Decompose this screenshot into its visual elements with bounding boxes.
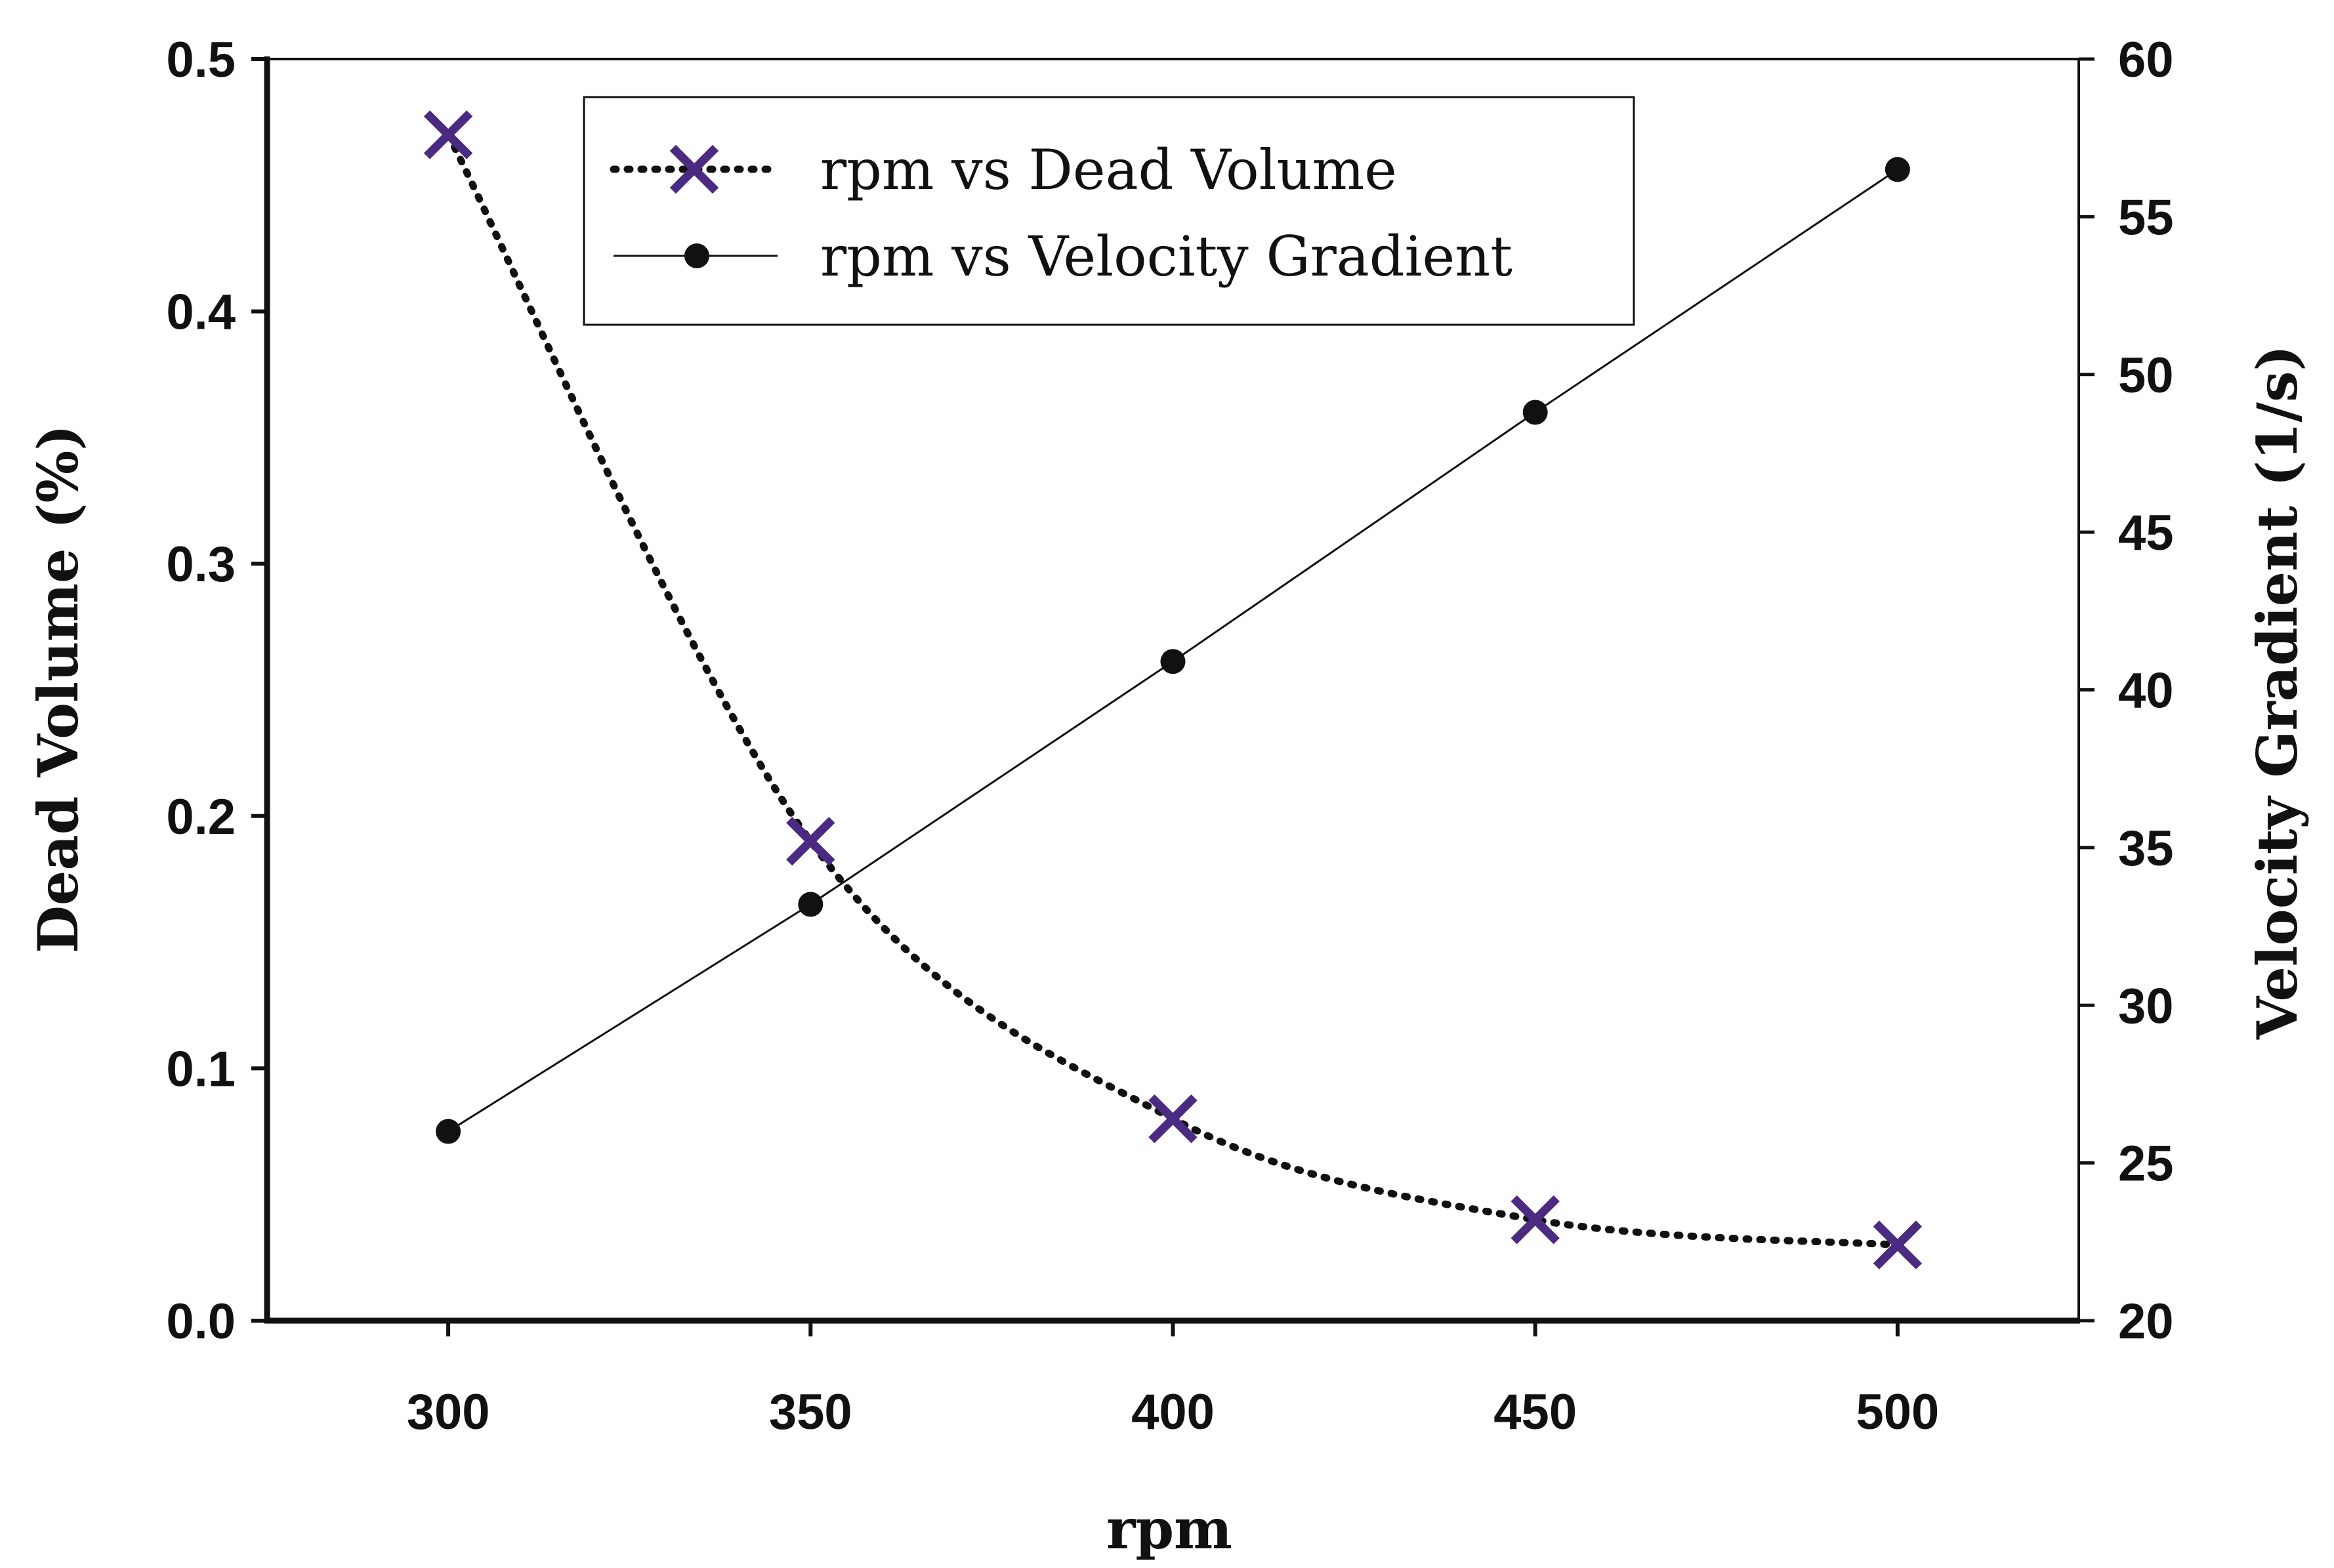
y-right-tick-label: 30 bbox=[2118, 978, 2174, 1034]
x-tick-label: 350 bbox=[769, 1384, 852, 1440]
y-right-tick-label: 35 bbox=[2118, 821, 2174, 877]
y-left-tick-label: 0.4 bbox=[166, 285, 236, 340]
x-axis-title: rpm bbox=[1106, 1496, 1232, 1561]
dead-volume-point-stroke bbox=[1511, 1195, 1560, 1245]
dead-volume-point-stroke bbox=[786, 817, 835, 866]
x-tick-label: 300 bbox=[407, 1384, 490, 1440]
dead-volume-point bbox=[1873, 1220, 1923, 1269]
dead-volume-point bbox=[786, 817, 835, 866]
velocity-gradient-point bbox=[798, 892, 823, 917]
velocity-gradient-point bbox=[1522, 400, 1548, 425]
x-tick-label: 450 bbox=[1493, 1384, 1577, 1440]
y-left-tick-label: 0.5 bbox=[166, 32, 236, 88]
y-left-axis-title: Dead Volume (%) bbox=[26, 424, 91, 953]
y-right-tick-label: 45 bbox=[2118, 505, 2174, 561]
velocity-gradient-point bbox=[436, 1119, 461, 1144]
y-left-tick-label: 0.1 bbox=[166, 1041, 236, 1097]
dead-volume-curve bbox=[444, 131, 1902, 1249]
legend-label-dead-volume: rpm vs Dead Volume bbox=[820, 138, 1397, 202]
y-right-tick-label: 25 bbox=[2118, 1136, 2174, 1192]
y-left-tick-label: 0.0 bbox=[166, 1294, 236, 1350]
plot-area bbox=[423, 110, 1923, 1269]
axes: 300 350 400 450 500 0.0 0.1 0.2 0.3 0.4 0.5 20 25 30 3… bbox=[166, 32, 2173, 1440]
legend-box bbox=[583, 96, 1635, 326]
y-right-tick-label: 60 bbox=[2118, 32, 2174, 88]
legend: rpm vs Dead Volume rpm vs Velocity Gradi… bbox=[583, 96, 1635, 326]
dead-volume-point bbox=[1148, 1094, 1198, 1144]
y-right-tick-label: 50 bbox=[2118, 348, 2174, 403]
dead-volume-point-stroke bbox=[423, 110, 473, 159]
legend-marker-velocity-gradient bbox=[684, 243, 709, 268]
y-right-tick-label: 20 bbox=[2118, 1294, 2174, 1350]
dead-volume-point-stroke bbox=[1873, 1220, 1923, 1269]
x-tick-label: 400 bbox=[1131, 1384, 1215, 1440]
legend-marker-dead-volume bbox=[669, 144, 719, 194]
y-left-tick-label: 0.3 bbox=[166, 537, 236, 592]
dead-volume-point-stroke bbox=[1148, 1094, 1198, 1144]
y-left-tick-label: 0.2 bbox=[166, 789, 236, 845]
y-right-tick-label: 55 bbox=[2118, 190, 2174, 245]
velocity-gradient-point bbox=[1160, 649, 1186, 674]
velocity-gradient-point bbox=[1885, 157, 1910, 182]
y-right-tick-label: 40 bbox=[2118, 663, 2174, 719]
dead-volume-point bbox=[1511, 1195, 1560, 1245]
x-tick-label: 500 bbox=[1856, 1384, 1939, 1440]
legend-label-velocity-gradient: rpm vs Velocity Gradient bbox=[820, 224, 1512, 289]
y-right-axis-title: Velocity Gradient (1/s) bbox=[2245, 345, 2310, 1040]
dead-volume-point bbox=[423, 110, 473, 159]
